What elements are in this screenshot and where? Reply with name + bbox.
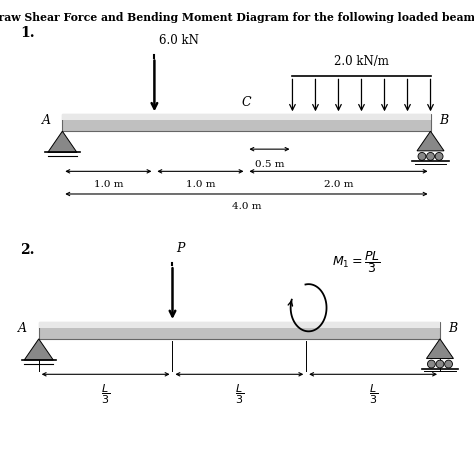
Text: C: C [242,95,251,109]
Text: B: B [439,114,448,127]
Text: A: A [42,114,51,127]
Circle shape [445,360,453,368]
Text: Draw Shear Force and Bending Moment Diagram for the following loaded beams.: Draw Shear Force and Bending Moment Diag… [0,12,474,23]
Polygon shape [427,339,454,359]
Circle shape [428,360,435,368]
FancyBboxPatch shape [39,322,440,328]
FancyBboxPatch shape [39,322,440,339]
Text: 6.0 kN: 6.0 kN [159,34,199,47]
Text: A: A [18,321,27,335]
Text: $M_1 = \dfrac{PL}{3}$: $M_1 = \dfrac{PL}{3}$ [332,249,381,275]
Text: $\dfrac{L}{3}$: $\dfrac{L}{3}$ [101,383,110,406]
Text: 2.: 2. [20,243,35,257]
FancyBboxPatch shape [63,114,430,131]
Circle shape [435,152,443,160]
Text: $\dfrac{L}{3}$: $\dfrac{L}{3}$ [369,383,378,406]
Text: 1.0 m: 1.0 m [186,180,215,189]
Circle shape [436,360,444,368]
Text: 1.: 1. [20,26,35,40]
Text: P: P [176,242,185,255]
Text: $\dfrac{L}{3}$: $\dfrac{L}{3}$ [235,383,244,406]
Circle shape [418,152,426,160]
Polygon shape [48,131,77,152]
Text: 0.5 m: 0.5 m [255,160,284,169]
FancyBboxPatch shape [63,114,430,120]
Text: 2.0 kN/m: 2.0 kN/m [334,55,389,68]
Text: B: B [448,321,457,335]
Polygon shape [417,131,444,151]
Text: 1.0 m: 1.0 m [94,180,123,189]
Circle shape [427,152,435,160]
Polygon shape [24,339,53,360]
Text: 4.0 m: 4.0 m [232,202,261,211]
Text: 2.0 m: 2.0 m [324,180,353,189]
